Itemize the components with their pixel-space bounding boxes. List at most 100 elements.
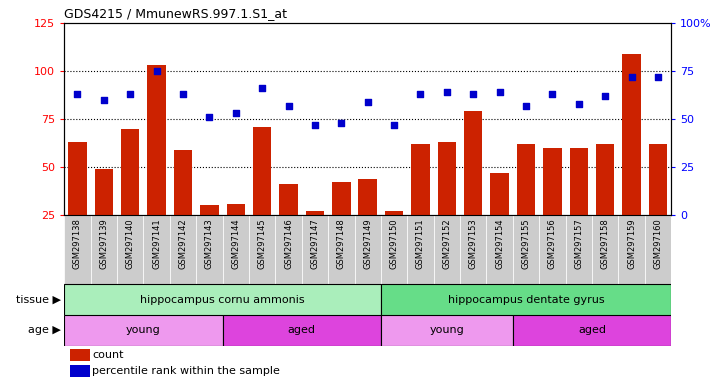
Text: GSM297157: GSM297157	[574, 218, 583, 269]
Text: tissue ▶: tissue ▶	[16, 295, 61, 305]
Bar	[381, 215, 407, 284]
Point	[494, 89, 506, 95]
Bar	[64, 315, 223, 346]
Point	[283, 103, 294, 109]
Text: count: count	[92, 350, 124, 360]
Text: GSM297152: GSM297152	[443, 218, 451, 269]
Bar	[570, 148, 588, 215]
Point	[151, 68, 162, 74]
Text: age ▶: age ▶	[28, 325, 61, 335]
Point	[177, 91, 188, 97]
Text: GSM297145: GSM297145	[258, 218, 266, 269]
Text: GSM297150: GSM297150	[390, 218, 398, 269]
Bar	[517, 144, 536, 215]
Bar	[596, 144, 615, 215]
Bar	[381, 315, 513, 346]
Point	[573, 101, 585, 107]
Bar	[407, 215, 433, 284]
Bar	[464, 111, 483, 215]
Bar	[539, 215, 565, 284]
Bar	[64, 284, 381, 315]
Bar	[618, 215, 645, 284]
Point	[388, 122, 400, 128]
Text: GSM297151: GSM297151	[416, 218, 425, 269]
Bar	[249, 215, 276, 284]
Text: GSM297147: GSM297147	[311, 218, 319, 269]
Text: GSM297139: GSM297139	[99, 218, 109, 269]
Bar	[91, 215, 117, 284]
Bar	[94, 169, 113, 215]
Bar	[411, 144, 430, 215]
Point	[124, 91, 136, 97]
Bar	[253, 127, 271, 215]
Bar	[328, 215, 355, 284]
Point	[626, 74, 638, 80]
Point	[521, 103, 532, 109]
Text: percentile rank within the sample: percentile rank within the sample	[92, 366, 280, 376]
Text: aged: aged	[288, 325, 316, 335]
Bar	[355, 215, 381, 284]
Bar	[381, 284, 671, 315]
Text: GSM297148: GSM297148	[337, 218, 346, 269]
Bar	[174, 150, 192, 215]
Text: GSM297144: GSM297144	[231, 218, 241, 269]
Bar	[491, 173, 509, 215]
Bar	[332, 182, 351, 215]
Text: GSM297160: GSM297160	[653, 218, 663, 269]
Text: young: young	[430, 325, 464, 335]
Text: GSM297146: GSM297146	[284, 218, 293, 269]
Text: GSM297141: GSM297141	[152, 218, 161, 269]
Text: GSM297154: GSM297154	[495, 218, 504, 269]
Bar	[200, 205, 218, 215]
Bar	[121, 129, 139, 215]
Point	[441, 89, 453, 95]
Bar	[438, 142, 456, 215]
Point	[653, 74, 664, 80]
Bar	[592, 215, 618, 284]
Bar	[306, 211, 324, 215]
Point	[203, 114, 215, 120]
Bar	[649, 144, 667, 215]
Bar	[70, 349, 90, 361]
Bar	[460, 215, 486, 284]
Bar	[196, 215, 223, 284]
Bar	[645, 215, 671, 284]
Text: GDS4215 / MmunewRS.997.1.S1_at: GDS4215 / MmunewRS.997.1.S1_at	[64, 7, 287, 20]
Text: GSM297158: GSM297158	[600, 218, 610, 269]
Point	[336, 120, 347, 126]
Text: GSM297159: GSM297159	[627, 218, 636, 269]
Text: GSM297149: GSM297149	[363, 218, 372, 269]
Bar	[226, 204, 245, 215]
Bar	[223, 315, 381, 346]
Bar	[144, 215, 170, 284]
Point	[547, 91, 558, 97]
Point	[230, 110, 241, 116]
Point	[256, 85, 268, 91]
Text: GSM297140: GSM297140	[126, 218, 135, 269]
Point	[98, 97, 109, 103]
Bar	[117, 215, 144, 284]
Bar	[358, 179, 377, 215]
Text: hippocampus cornu ammonis: hippocampus cornu ammonis	[140, 295, 305, 305]
Point	[71, 91, 83, 97]
Text: hippocampus dentate gyrus: hippocampus dentate gyrus	[448, 295, 604, 305]
Bar	[147, 65, 166, 215]
Bar	[543, 148, 562, 215]
Bar	[513, 215, 539, 284]
Bar	[486, 215, 513, 284]
Text: GSM297153: GSM297153	[469, 218, 478, 269]
Bar	[513, 315, 671, 346]
Bar	[64, 215, 91, 284]
Text: aged: aged	[578, 325, 606, 335]
Text: young: young	[126, 325, 161, 335]
Bar	[170, 215, 196, 284]
Text: GSM297142: GSM297142	[178, 218, 188, 269]
Point	[309, 122, 321, 128]
Bar	[279, 184, 298, 215]
Bar	[433, 215, 460, 284]
Bar	[623, 54, 641, 215]
Text: GSM297155: GSM297155	[521, 218, 531, 269]
Bar	[385, 211, 403, 215]
Bar	[565, 215, 592, 284]
Bar	[276, 215, 302, 284]
